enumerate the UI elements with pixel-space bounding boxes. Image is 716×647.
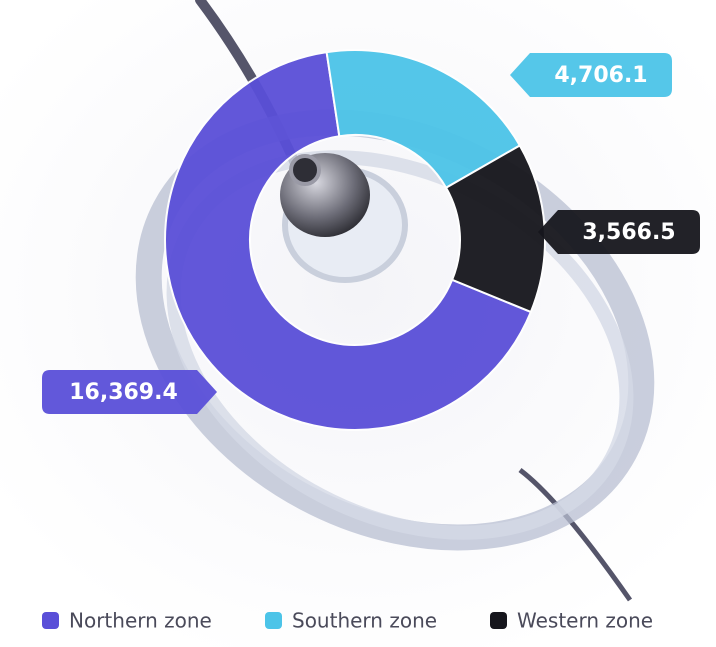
donut-segment — [325, 49, 522, 190]
value-tag — [510, 53, 672, 97]
legend-label: Western zone — [517, 609, 653, 633]
legend: Northern zone Southern zone Western zone — [42, 609, 653, 633]
value-labels: 16,369.4 4,706.1 3,566.5 — [42, 53, 700, 414]
legend-label: Southern zone — [292, 609, 437, 633]
legend-swatch — [490, 612, 507, 629]
legend-swatch — [265, 612, 282, 629]
value-label: 4,706.1 — [554, 63, 647, 88]
legend-swatch — [42, 612, 59, 629]
value-tag — [42, 370, 217, 414]
hub — [280, 153, 408, 283]
donut-segment — [444, 144, 546, 314]
donut — [164, 49, 546, 431]
value-tag — [538, 210, 700, 254]
value-label: 16,369.4 — [69, 380, 178, 405]
donut-segment — [164, 50, 533, 431]
legend-label: Northern zone — [69, 609, 212, 633]
value-label: 3,566.5 — [582, 220, 675, 245]
